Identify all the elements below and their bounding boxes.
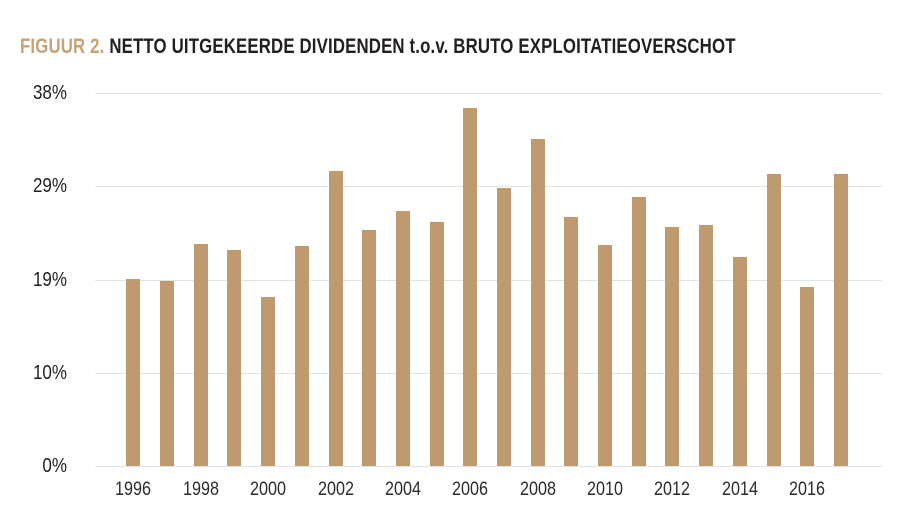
x-axis-tick-label: 2010 [587, 479, 624, 500]
bar-2005 [429, 221, 444, 466]
bar-2002 [328, 170, 343, 466]
bar-2000 [261, 297, 276, 466]
figure-number-label: FIGUUR 2. [20, 35, 105, 58]
y-axis-tick-label: 38% [32, 82, 67, 104]
bar-1999 [227, 250, 242, 466]
x-axis-tick-label: 2014 [721, 479, 758, 500]
x-axis-tick-label: 2012 [654, 479, 691, 500]
x-axis-tick-label: 1996 [115, 479, 152, 500]
figure-title-text: NETTO UITGEKEERDE DIVIDENDEN t.o.v. BRUT… [109, 35, 736, 58]
x-axis-tick-label: 2016 [789, 479, 826, 500]
bar-2016 [800, 287, 815, 466]
bar-2017 [833, 173, 848, 466]
bar-2008 [530, 139, 545, 466]
x-axis-tick-label: 2004 [384, 479, 421, 500]
bar-2012 [665, 227, 680, 466]
y-axis-tick-label: 0% [42, 455, 67, 477]
bar-1996 [126, 278, 141, 466]
bar-2006 [463, 107, 478, 466]
gridline [95, 372, 882, 374]
y-axis-tick-label: 19% [32, 268, 67, 291]
gridline [95, 93, 882, 94]
plot-area [95, 93, 882, 467]
figure-title: FIGUUR 2. NETTO UITGEKEERDE DIVIDENDEN t.… [20, 36, 736, 58]
bar-2013 [699, 224, 714, 466]
x-axis-tick-label: 2002 [317, 479, 354, 500]
y-axis-tick-label: 10% [32, 361, 67, 384]
bar-2001 [294, 246, 309, 466]
bar-2015 [766, 173, 781, 466]
bar-2014 [732, 256, 747, 466]
bar-1998 [193, 244, 208, 466]
x-axis-baseline [95, 466, 882, 467]
y-axis-tick-label: 29% [32, 175, 67, 198]
x-axis-tick-label: 2008 [519, 479, 556, 500]
x-axis-tick-label: 1998 [182, 479, 219, 500]
bar-2011 [631, 197, 646, 466]
bar-2003 [362, 230, 377, 466]
bar-1997 [160, 281, 175, 466]
x-axis-tick-label: 2006 [452, 479, 489, 500]
gridline [95, 279, 882, 281]
bar-2007 [496, 188, 511, 466]
bar-2004 [395, 210, 410, 466]
x-axis-tick-label: 2000 [250, 479, 287, 500]
bar-2010 [598, 245, 613, 466]
bar-2009 [564, 216, 579, 466]
gridline [95, 186, 882, 188]
